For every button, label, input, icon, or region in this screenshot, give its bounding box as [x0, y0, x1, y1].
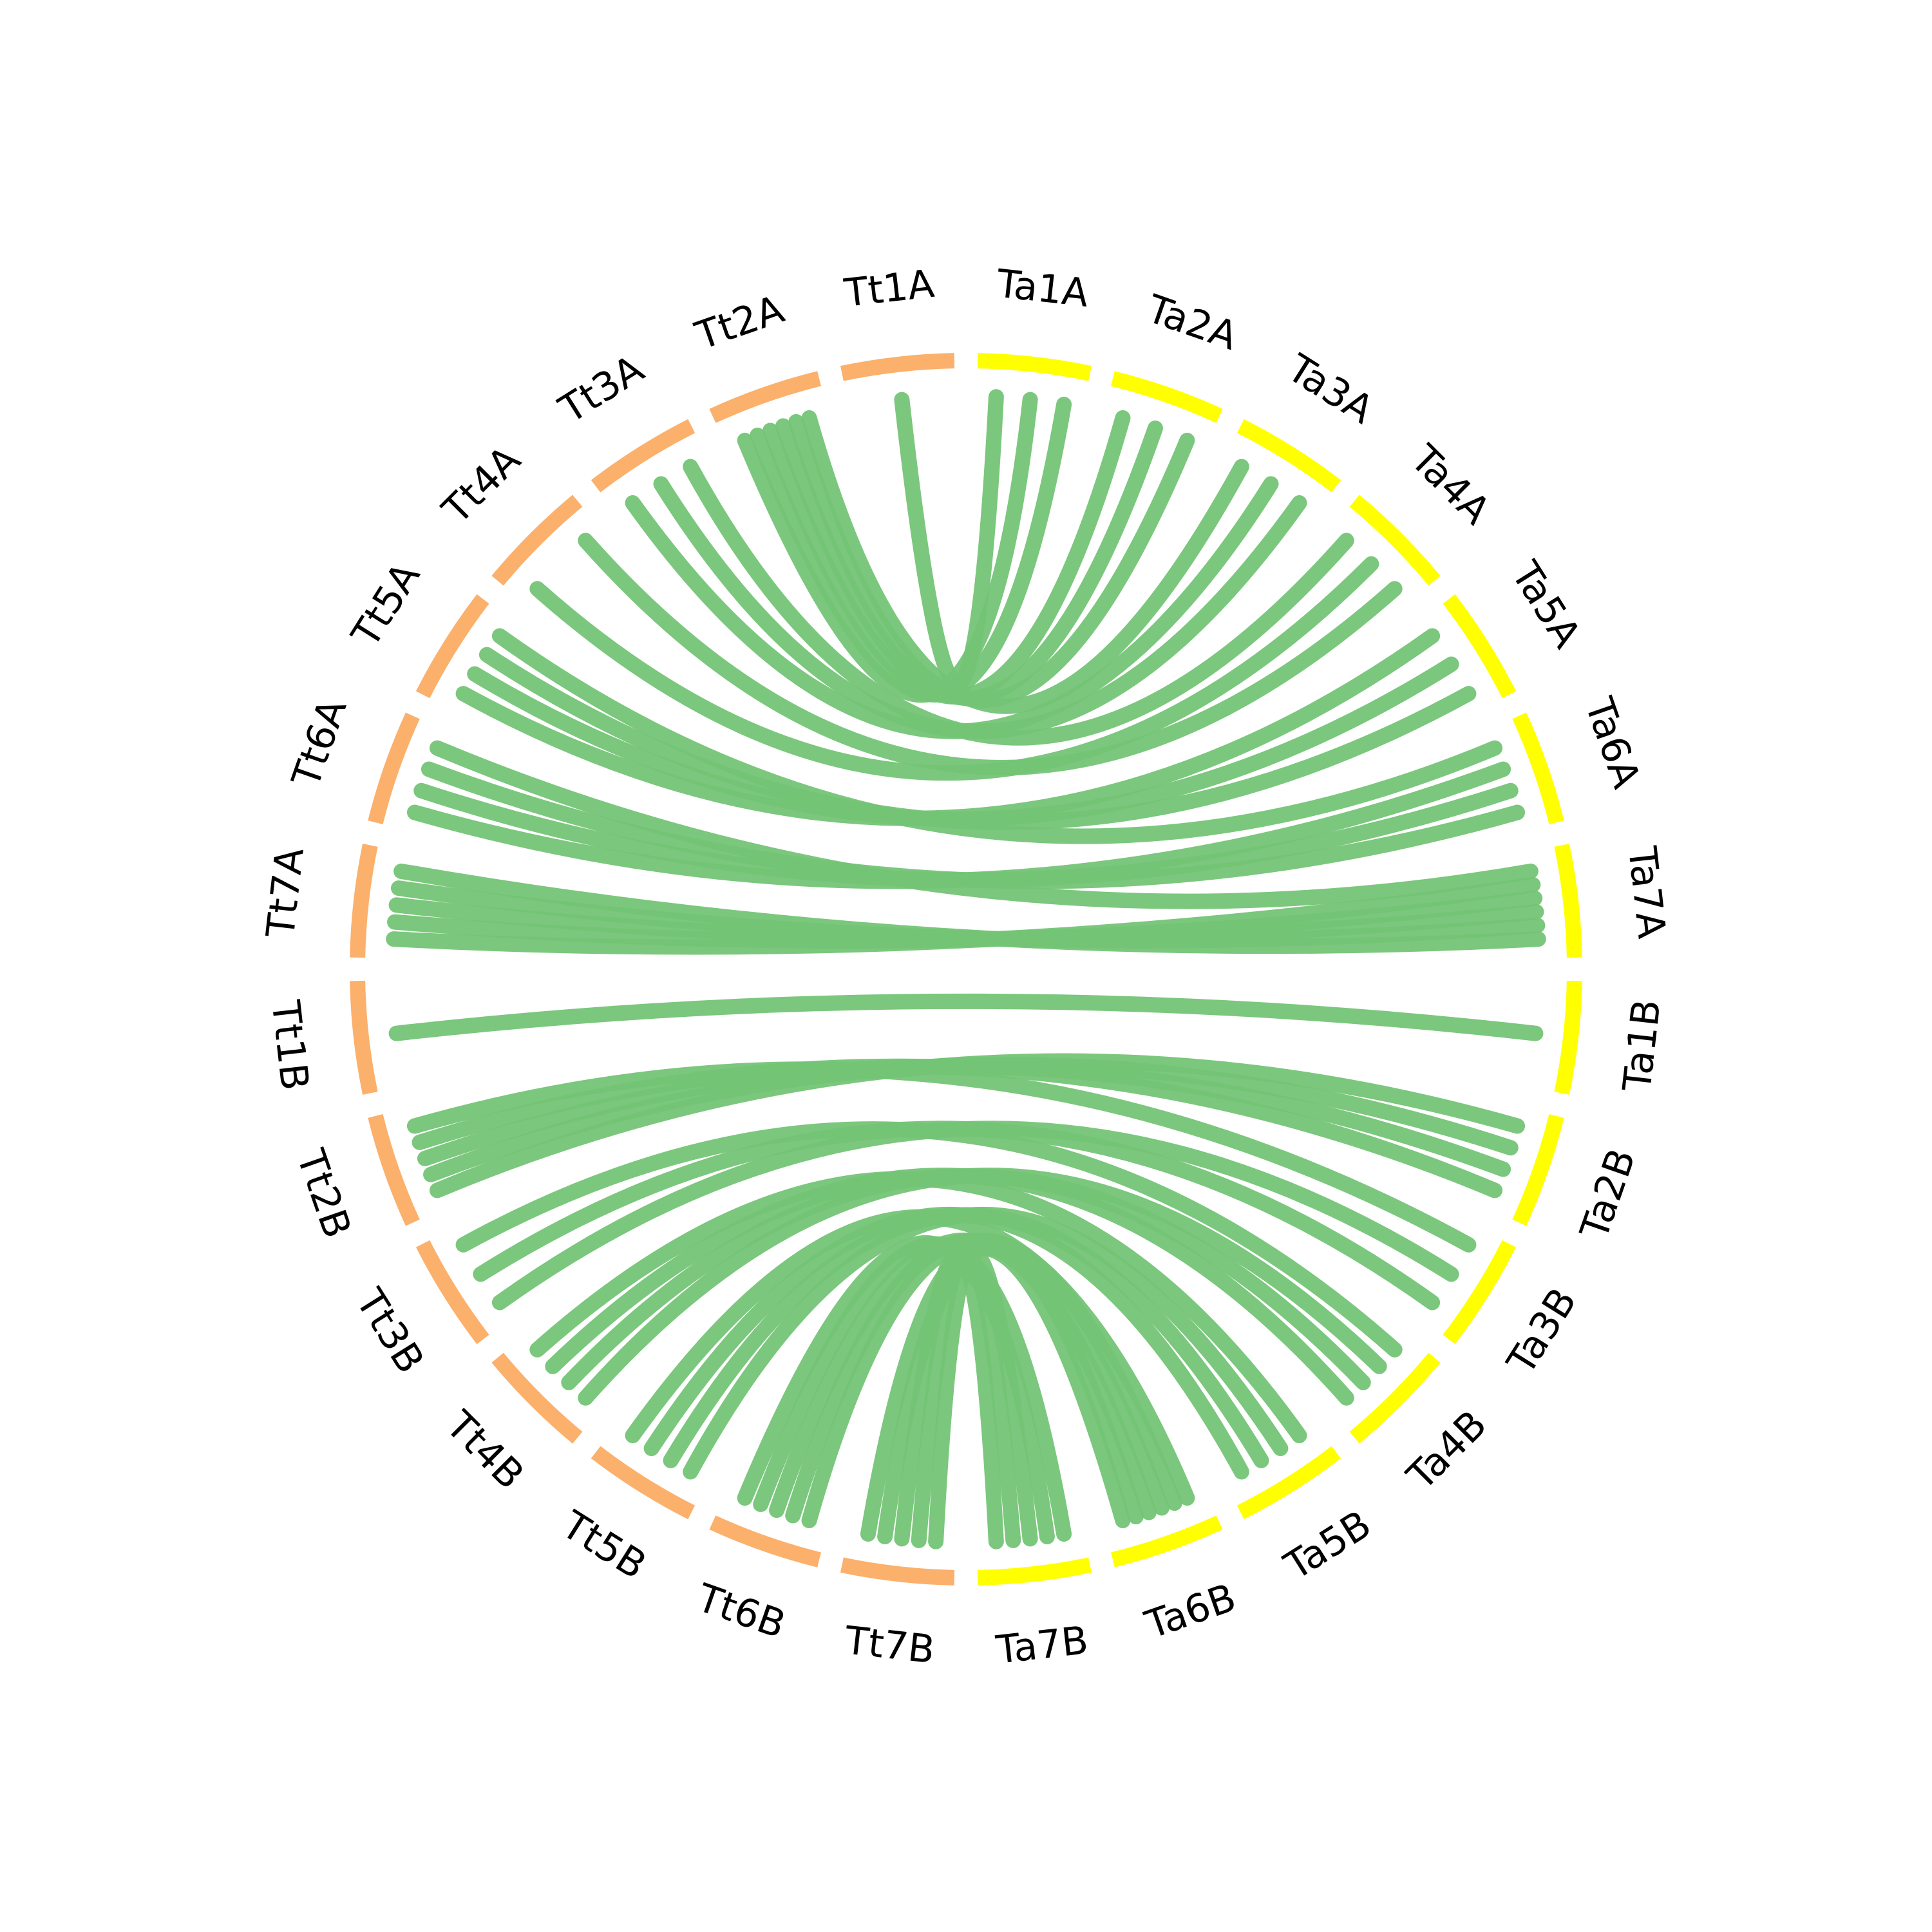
- chromosome-arc-tt5a: [415, 594, 489, 699]
- chromosome-arc-tt6a: [368, 712, 420, 824]
- chromosome-arc-tt7b: [840, 1557, 955, 1586]
- chromosome-arc-tt2b: [368, 1114, 420, 1226]
- chromosome-label-ta1a: Ta1A: [994, 261, 1091, 316]
- synteny-link: [860, 1240, 1131, 1542]
- chromosome-arc-tt7a: [350, 843, 378, 958]
- chromosome-arc-ta6b: [1111, 1515, 1223, 1567]
- synteny-link: [491, 628, 1503, 844]
- chromosome-arc-tt4a: [491, 495, 583, 586]
- chromosome-arc-ta3b: [1443, 1240, 1517, 1345]
- chromosome-arc-ta2a: [1111, 371, 1223, 423]
- chromosome-arc-ta5a: [1443, 594, 1517, 699]
- chromosome-arc-ta6a: [1512, 712, 1564, 824]
- chromosome-label-tt1a: Tt1A: [842, 261, 936, 316]
- chromosome-arc-tt3b: [415, 1240, 489, 1345]
- chromosome-arc-tt1b: [350, 980, 378, 1095]
- chromosome-arc-ta7b: [977, 1557, 1092, 1586]
- synteny-link: [683, 459, 1354, 746]
- chromosome-label-tt2b: Tt2B: [287, 1144, 359, 1244]
- chromosome-arc-ta2b: [1512, 1114, 1564, 1226]
- chromosome-arc-ta4b: [1349, 1352, 1441, 1444]
- chromosome-label-ta5a: Ta5A: [1502, 553, 1589, 656]
- synteny-link: [388, 993, 1544, 1041]
- chromosome-label-ta7a: Ta7A: [1619, 844, 1674, 941]
- chromosome-arc-ta5b: [1236, 1446, 1341, 1520]
- chromosome-label-ta3b: Ta3B: [1498, 1280, 1586, 1383]
- synteny-link: [737, 1235, 1055, 1545]
- chromosome-label-ta6b: Ta6B: [1139, 1575, 1242, 1649]
- chromosome-label-tt2a: Tt2A: [689, 287, 790, 359]
- chromosome-label-tt7a: Tt7A: [258, 846, 313, 940]
- chromosome-label-ta7b: Ta7B: [993, 1618, 1090, 1673]
- chromosome-label-tt6b: Tt6B: [691, 1575, 791, 1647]
- synteny-link: [393, 863, 1546, 954]
- chromosome-label-tt5a: Tt5A: [343, 555, 429, 656]
- synteny-link: [406, 1061, 1477, 1253]
- chromosome-arc-tt1a: [840, 353, 955, 381]
- chromosome-label-tt3a: Tt3A: [551, 346, 652, 433]
- chromosome-label-tt5b: Tt5B: [553, 1502, 654, 1588]
- chromosome-arc-ta1a: [977, 353, 1092, 381]
- chromosome-arc-ta1b: [1554, 980, 1582, 1095]
- chromosome-arc-ta3a: [1236, 419, 1341, 493]
- synteny-link: [529, 1171, 1307, 1444]
- chromosome-label-ta2b: Ta2B: [1571, 1143, 1645, 1245]
- chromosome-label-ta2a: Ta2A: [1141, 286, 1243, 359]
- synteny-link: [429, 740, 1539, 909]
- synteny-link: [578, 533, 1403, 775]
- chromosome-label-ta1b: Ta1B: [1615, 997, 1670, 1094]
- chromosome-label-ta3a: Ta3A: [1279, 345, 1381, 433]
- chromosome-arc-tt4b: [491, 1352, 583, 1444]
- chromosome-label-ta5b: Ta5B: [1276, 1502, 1379, 1589]
- chromosome-arc-ta4a: [1349, 495, 1441, 586]
- chromosome-label-tt6a: Tt6A: [283, 693, 355, 793]
- chromosome-label-tt1b: Tt1B: [262, 998, 317, 1092]
- chromosome-ring: [350, 353, 1582, 1586]
- synteny-link: [801, 410, 1249, 714]
- chromosome-arc-tt2a: [709, 371, 821, 423]
- synteny-links: [386, 389, 1546, 1549]
- chromosome-label-ta6a: Ta6A: [1576, 692, 1649, 794]
- synteny-link: [455, 1121, 1403, 1358]
- chromosome-label-tt3b: Tt3B: [346, 1281, 433, 1381]
- chromosome-arc-tt3a: [591, 419, 696, 493]
- chromosome-arc-tt6b: [709, 1515, 821, 1567]
- chromosome-label-ta4a: Ta4A: [1401, 436, 1499, 533]
- synteny-link: [412, 1058, 1503, 1198]
- chromosome-label-tt4b: Tt4B: [437, 1402, 533, 1498]
- synteny-link: [769, 1232, 1157, 1520]
- chromosome-label-ta4b: Ta4B: [1398, 1402, 1495, 1499]
- synteny-link: [421, 761, 1526, 889]
- chromosome-label-tt4a: Tt4A: [433, 437, 529, 533]
- chromosome-arc-tt5b: [591, 1446, 696, 1520]
- chromosome-arc-ta7a: [1554, 843, 1582, 958]
- chromosome-label-tt7b: Tt7B: [842, 1618, 936, 1672]
